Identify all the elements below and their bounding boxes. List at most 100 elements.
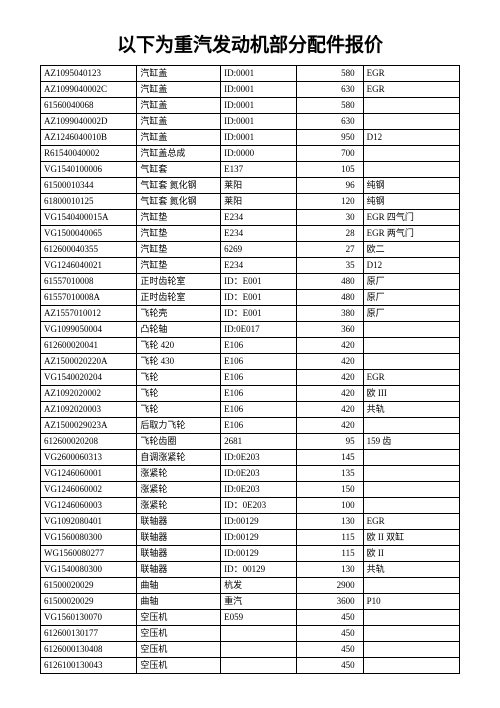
- table-cell: 612600020041: [41, 338, 137, 354]
- table-cell: 6269: [221, 242, 296, 258]
- table-cell: [363, 354, 459, 370]
- table-cell: 气缸套 氮化钢: [137, 194, 221, 210]
- table-cell: 凸轮轴: [137, 322, 221, 338]
- table-cell: ID：E001: [221, 290, 296, 306]
- table-cell: AZ1500020220A: [41, 354, 137, 370]
- table-cell: 莱阳: [221, 178, 296, 194]
- table-cell: AZ1557010012: [41, 306, 137, 322]
- table-cell: D12: [363, 130, 459, 146]
- table-cell: EGR: [363, 82, 459, 98]
- page-title: 以下为重汽发动机部分配件报价: [40, 30, 460, 57]
- table-row: AZ1095040123汽缸盖ID:0001580EGR: [41, 66, 460, 82]
- table-cell: VG1540400015A: [41, 210, 137, 226]
- table-cell: 6126000130408: [41, 642, 137, 658]
- table-cell: AZ1092020002: [41, 386, 137, 402]
- table-cell: ID:0001: [221, 130, 296, 146]
- table-cell: 杭发: [221, 578, 296, 594]
- table-cell: ID：E001: [221, 274, 296, 290]
- table-cell: ID:0E203: [221, 450, 296, 466]
- table-cell: ID:00129: [221, 546, 296, 562]
- table-cell: E106: [221, 402, 296, 418]
- table-row: VG1099050004凸轮轴ID:0E017360: [41, 322, 460, 338]
- table-cell: 汽缸盖: [137, 130, 221, 146]
- table-cell: 420: [296, 370, 363, 386]
- table-cell: 27: [296, 242, 363, 258]
- table-cell: 飞轮壳: [137, 306, 221, 322]
- table-cell: 飞轮 420: [137, 338, 221, 354]
- table-cell: ID：E001: [221, 306, 296, 322]
- table-row: 61500020029曲轴重汽3600P10: [41, 594, 460, 610]
- table-cell: 96: [296, 178, 363, 194]
- table-cell: 450: [296, 658, 363, 674]
- table-cell: [221, 642, 296, 658]
- table-cell: [363, 450, 459, 466]
- table-cell: [363, 114, 459, 130]
- table-cell: 汽缸垫: [137, 258, 221, 274]
- table-cell: 飞轮齿圈: [137, 434, 221, 450]
- table-cell: 欧 II 双缸: [363, 530, 459, 546]
- table-cell: 380: [296, 306, 363, 322]
- table-cell: EGR 四气门: [363, 210, 459, 226]
- parts-table: AZ1095040123汽缸盖ID:0001580EGRAZ1099040002…: [40, 65, 460, 674]
- table-cell: 612600040355: [41, 242, 137, 258]
- table-cell: ID:0001: [221, 98, 296, 114]
- table-cell: E234: [221, 258, 296, 274]
- table-cell: 涨紧轮: [137, 498, 221, 514]
- table-cell: ID:0E203: [221, 466, 296, 482]
- table-cell: [221, 658, 296, 674]
- table-cell: [363, 338, 459, 354]
- table-cell: AZ1500029023A: [41, 418, 137, 434]
- table-cell: 420: [296, 354, 363, 370]
- table-cell: 130: [296, 562, 363, 578]
- table-cell: ID:0001: [221, 114, 296, 130]
- table-row: VG1246060001涨紧轮ID:0E203135: [41, 466, 460, 482]
- table-cell: E137: [221, 162, 296, 178]
- table-cell: AZ1099040002C: [41, 82, 137, 98]
- table-cell: 共轨: [363, 402, 459, 418]
- table-cell: EGR: [363, 370, 459, 386]
- table-cell: 30: [296, 210, 363, 226]
- table-cell: 重汽: [221, 594, 296, 610]
- table-row: AZ1099040002D汽缸盖ID:0001630: [41, 114, 460, 130]
- table-cell: 105: [296, 162, 363, 178]
- table-cell: 汽缸垫: [137, 242, 221, 258]
- table-cell: 正时齿轮室: [137, 274, 221, 290]
- table-row: AZ1500020220A飞轮 430E106420: [41, 354, 460, 370]
- table-row: 61800010125气缸套 氮化钢莱阳120纯钢: [41, 194, 460, 210]
- table-cell: 700: [296, 146, 363, 162]
- table-cell: 原厂: [363, 274, 459, 290]
- table-cell: 欧 III: [363, 386, 459, 402]
- table-cell: R61540040002: [41, 146, 137, 162]
- table-cell: 630: [296, 82, 363, 98]
- table-cell: VG1540100006: [41, 162, 137, 178]
- table-cell: 115: [296, 530, 363, 546]
- table-cell: [363, 322, 459, 338]
- table-cell: 空压机: [137, 642, 221, 658]
- table-cell: 130: [296, 514, 363, 530]
- table-cell: 后取力飞轮: [137, 418, 221, 434]
- table-cell: ID：0E203: [221, 498, 296, 514]
- table-cell: 联轴器: [137, 514, 221, 530]
- table-cell: VG1246060002: [41, 482, 137, 498]
- table-cell: 61500020029: [41, 578, 137, 594]
- table-row: 61557010008正时齿轮室ID：E001480原厂: [41, 274, 460, 290]
- table-cell: [363, 482, 459, 498]
- table-row: 6126100130043空压机 450: [41, 658, 460, 674]
- table-cell: 汽缸垫: [137, 226, 221, 242]
- table-cell: 450: [296, 626, 363, 642]
- table-cell: 空压机: [137, 658, 221, 674]
- table-cell: [363, 642, 459, 658]
- table-cell: 纯钢: [363, 194, 459, 210]
- table-cell: VG1500040065: [41, 226, 137, 242]
- table-row: 61500020029曲轴杭发2900: [41, 578, 460, 594]
- table-cell: 正时齿轮室: [137, 290, 221, 306]
- table-cell: VG1099050004: [41, 322, 137, 338]
- table-cell: [363, 610, 459, 626]
- table-cell: 950: [296, 130, 363, 146]
- table-cell: E106: [221, 370, 296, 386]
- table-cell: 6126100130043: [41, 658, 137, 674]
- table-cell: 420: [296, 418, 363, 434]
- table-row: VG1540080300联轴器ID：00129130共轨: [41, 562, 460, 578]
- table-row: VG1560080300联轴器ID:00129115欧 II 双缸: [41, 530, 460, 546]
- table-cell: 61800010125: [41, 194, 137, 210]
